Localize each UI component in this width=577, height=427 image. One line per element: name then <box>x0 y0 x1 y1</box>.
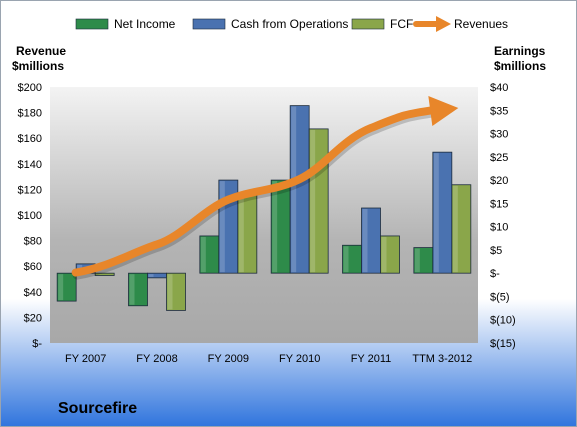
legend-item-revenues: Revenues <box>413 16 508 32</box>
left-tick-label: $100 <box>18 210 42 222</box>
bar-net-income <box>413 247 434 274</box>
bar-fcf <box>380 235 400 274</box>
left-tick-label: $80 <box>24 236 42 248</box>
right-tick-label: $25 <box>490 152 508 164</box>
legend-swatch <box>192 18 226 30</box>
legend-label: FCF <box>390 17 413 31</box>
right-tick-label: $30 <box>490 129 508 141</box>
right-tick-label: $20 <box>490 175 508 187</box>
revenue-arrowhead <box>428 96 459 127</box>
left-axis-ticks: $200 $180 $160 $140 $120 $100 $80 $60 $40 $20 $- <box>18 82 43 350</box>
bar-net-income <box>199 235 220 274</box>
legend-label: Cash from Operations <box>231 17 348 31</box>
bar-fcf <box>166 272 186 311</box>
bar-cash-from-operations <box>432 151 453 274</box>
right-tick-label: $5 <box>490 245 502 257</box>
x-tick-label: FY 2010 <box>279 353 320 365</box>
legend-swatch <box>75 18 109 30</box>
right-tick-label: $35 <box>490 105 508 117</box>
left-tick-label: $140 <box>18 159 42 171</box>
right-tick-label: $(10) <box>490 315 516 327</box>
left-tick-label: $160 <box>18 133 42 145</box>
left-axis-label-line1: Revenue <box>16 44 66 58</box>
bar-net-income <box>342 244 362 274</box>
right-axis-label-line2: $millions <box>494 59 546 73</box>
left-tick-label: $200 <box>18 82 42 94</box>
left-tick-label: $60 <box>24 261 42 273</box>
x-tick-label: TTM 3-2012 <box>412 353 472 365</box>
bar-cash-from-operations <box>361 207 381 274</box>
bar-fcf <box>308 128 329 274</box>
bar-fcf <box>94 272 115 276</box>
left-tick-label: $40 <box>24 287 42 299</box>
right-tick-label: $(5) <box>490 291 510 303</box>
legend-item-fcf: FCF <box>351 17 413 31</box>
legend-item-cash-from-operations: Cash from Operations <box>192 17 348 31</box>
right-axis-ticks: $40 $35 $30 $25 $20 $15 $10 $5 $- $(5) $(10) $(15) <box>490 82 516 350</box>
bars <box>56 105 472 311</box>
x-tick-label: FY 2009 <box>208 353 249 365</box>
revenue-line-path <box>71 106 439 277</box>
legend: Net Income Cash from Operations FCF Revenue… <box>75 16 508 32</box>
right-tick-label: $15 <box>490 198 508 210</box>
x-tick-label: FY 2007 <box>65 353 106 365</box>
bar-net-income <box>56 272 77 302</box>
right-tick-label: $- <box>490 268 500 280</box>
chart-title: Sourcefire <box>58 400 137 417</box>
x-axis-ticks: FY 2007 FY 2008 FY 2009 FY 2010 FY 2011 TTM 3… <box>65 353 472 365</box>
left-axis-label-line2: $millions <box>12 59 64 73</box>
legend-label: Net Income <box>114 17 176 31</box>
bar-fcf <box>237 193 258 274</box>
plot-area <box>50 87 478 343</box>
x-tick-label: FY 2011 <box>351 353 392 365</box>
left-tick-label: $120 <box>18 184 42 196</box>
revenue-line <box>71 96 459 280</box>
bar-fcf <box>451 184 472 274</box>
right-tick-label: $10 <box>490 222 508 234</box>
left-tick-label: $180 <box>18 108 42 120</box>
left-tick-label: $20 <box>24 312 42 324</box>
legend-label: Revenues <box>454 17 508 31</box>
right-tick-label: $(15) <box>490 338 516 350</box>
legend-arrow-icon <box>413 16 451 32</box>
right-tick-label: $40 <box>490 82 508 94</box>
legend-item-net-income: Net Income <box>75 17 176 31</box>
legend-swatch <box>351 18 385 30</box>
x-tick-label: FY 2008 <box>136 353 177 365</box>
bar-net-income <box>128 272 148 307</box>
bar-cash-from-operations <box>147 272 167 279</box>
left-tick-label: $- <box>32 338 42 350</box>
right-axis-label-line1: Earnings <box>494 44 546 58</box>
